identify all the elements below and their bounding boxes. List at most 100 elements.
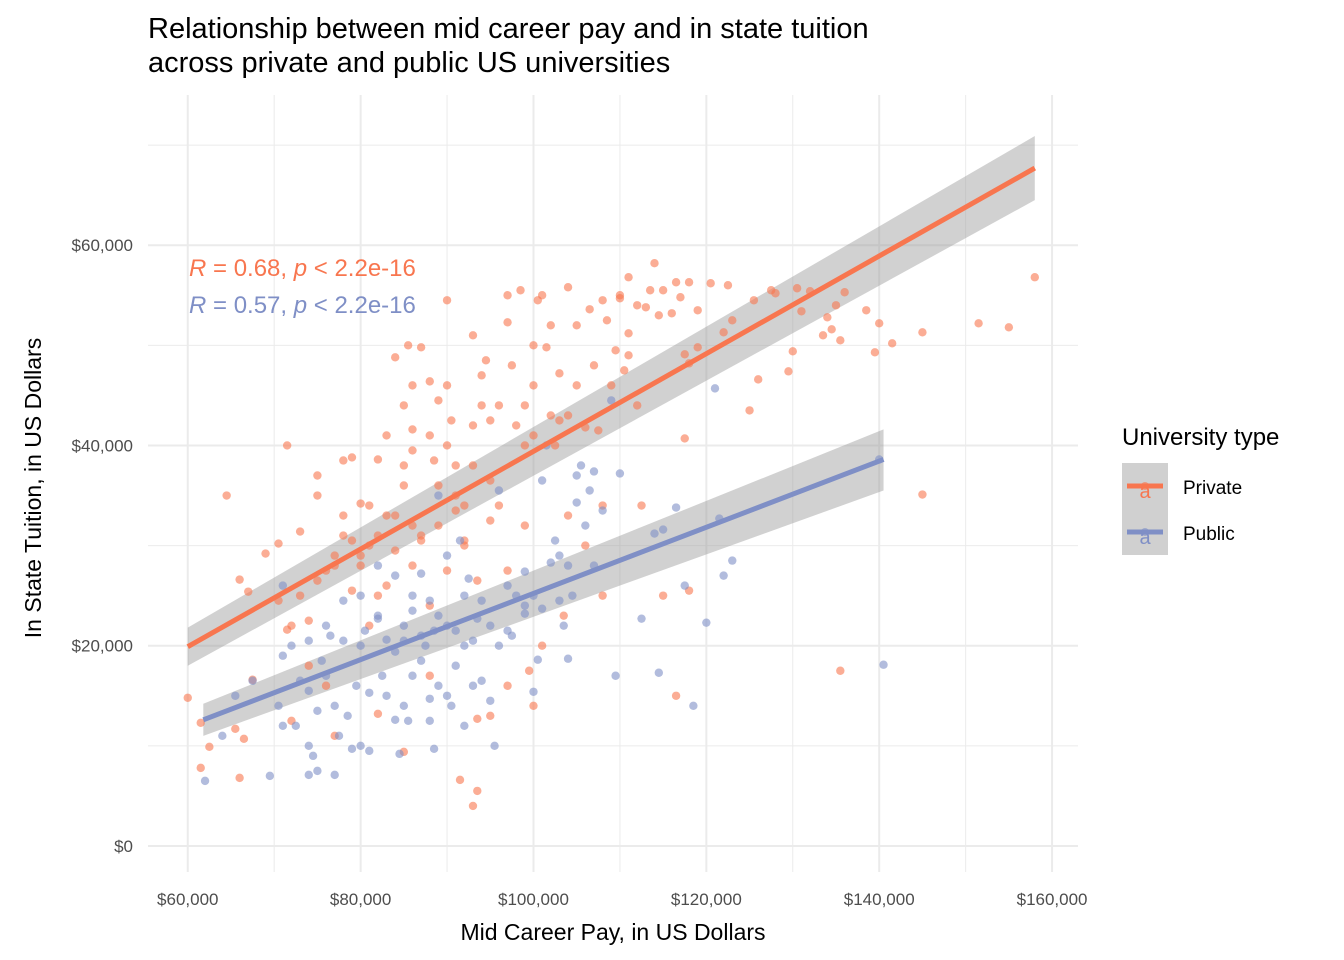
point-private: [330, 551, 339, 560]
point-public: [607, 396, 616, 405]
confidence-band-public: [203, 429, 884, 736]
point-public: [581, 521, 590, 530]
point-public: [460, 641, 469, 650]
legend: University type a a Private Public: [1122, 424, 1279, 555]
point-private: [503, 318, 512, 327]
point-private: [390, 353, 400, 362]
point-private: [434, 396, 443, 405]
point-public: [278, 721, 288, 731]
point-private: [754, 375, 763, 384]
point-private: [520, 441, 530, 450]
point-private: [295, 591, 305, 600]
point-private: [481, 356, 491, 365]
point-public: [576, 461, 586, 470]
point-private: [524, 666, 534, 675]
point-private: [468, 421, 478, 430]
point-private: [425, 431, 434, 440]
point-private: [455, 775, 465, 785]
point-public: [278, 651, 288, 660]
point-private: [235, 575, 244, 584]
point-private: [373, 455, 383, 464]
point-private: [390, 511, 400, 520]
point-public: [728, 556, 737, 565]
point-public: [304, 770, 313, 780]
point-private: [831, 301, 841, 310]
point-private: [581, 541, 590, 550]
point-private: [529, 341, 538, 350]
point-public: [637, 614, 646, 623]
point-private: [788, 347, 797, 356]
point-private: [231, 724, 240, 734]
point-private: [451, 506, 460, 515]
point-private: [442, 381, 452, 390]
point-private: [347, 536, 357, 545]
point-public: [313, 706, 322, 715]
point-public: [689, 701, 698, 710]
point-private: [624, 273, 633, 282]
x-tick-label: $160,000: [1017, 890, 1088, 909]
point-public: [468, 636, 478, 645]
point-public: [572, 471, 581, 480]
point-private: [347, 586, 357, 595]
point-private: [282, 441, 292, 450]
point-private: [468, 801, 478, 811]
point-private: [559, 611, 568, 620]
point-public: [248, 676, 257, 685]
point-private: [416, 343, 426, 352]
x-tick-label: $60,000: [157, 890, 218, 909]
point-public: [343, 711, 352, 720]
point-public: [390, 715, 400, 725]
point-public: [559, 621, 568, 630]
point-public: [365, 688, 374, 697]
point-private: [442, 566, 452, 575]
point-private: [862, 306, 871, 315]
point-private: [403, 341, 413, 350]
point-private: [529, 431, 538, 440]
point-private: [676, 293, 685, 302]
point-private: [797, 307, 806, 316]
point-private: [486, 711, 495, 720]
point-private: [313, 491, 322, 500]
regression-line-private: [186, 165, 1037, 649]
y-tick-label: $60,000: [72, 236, 133, 255]
point-public: [382, 635, 391, 644]
point-public: [429, 744, 439, 754]
point-private: [507, 361, 517, 370]
point-private: [671, 691, 681, 700]
point-private: [546, 321, 555, 330]
point-private: [887, 339, 897, 348]
point-private: [918, 490, 927, 499]
point-private: [486, 416, 495, 425]
point-private: [399, 401, 409, 410]
point-public: [373, 561, 383, 570]
point-private: [373, 591, 383, 600]
point-private: [520, 401, 530, 410]
x-tick-label: $100,000: [498, 890, 569, 909]
point-private: [784, 367, 793, 376]
point-public: [520, 609, 530, 618]
point-public: [347, 744, 357, 754]
point-private: [447, 416, 456, 425]
point-public: [373, 614, 383, 623]
point-public: [291, 721, 300, 731]
point-public: [321, 621, 331, 630]
point-private: [390, 546, 400, 555]
x-tick-label: $80,000: [330, 890, 391, 909]
point-private: [836, 666, 845, 675]
point-private: [313, 471, 322, 480]
point-private: [706, 279, 715, 288]
legend-point-public: [1141, 528, 1149, 536]
legend-glyph-public: a: [1139, 527, 1151, 549]
point-private: [684, 278, 694, 287]
point-private: [442, 441, 452, 450]
point-public: [304, 741, 313, 751]
regression-line-public: [202, 457, 885, 723]
point-private: [356, 499, 365, 508]
point-private: [503, 291, 512, 300]
point-private: [425, 671, 434, 680]
point-private: [563, 411, 573, 420]
point-public: [529, 687, 538, 696]
point-private: [598, 591, 607, 600]
point-private: [658, 286, 668, 295]
